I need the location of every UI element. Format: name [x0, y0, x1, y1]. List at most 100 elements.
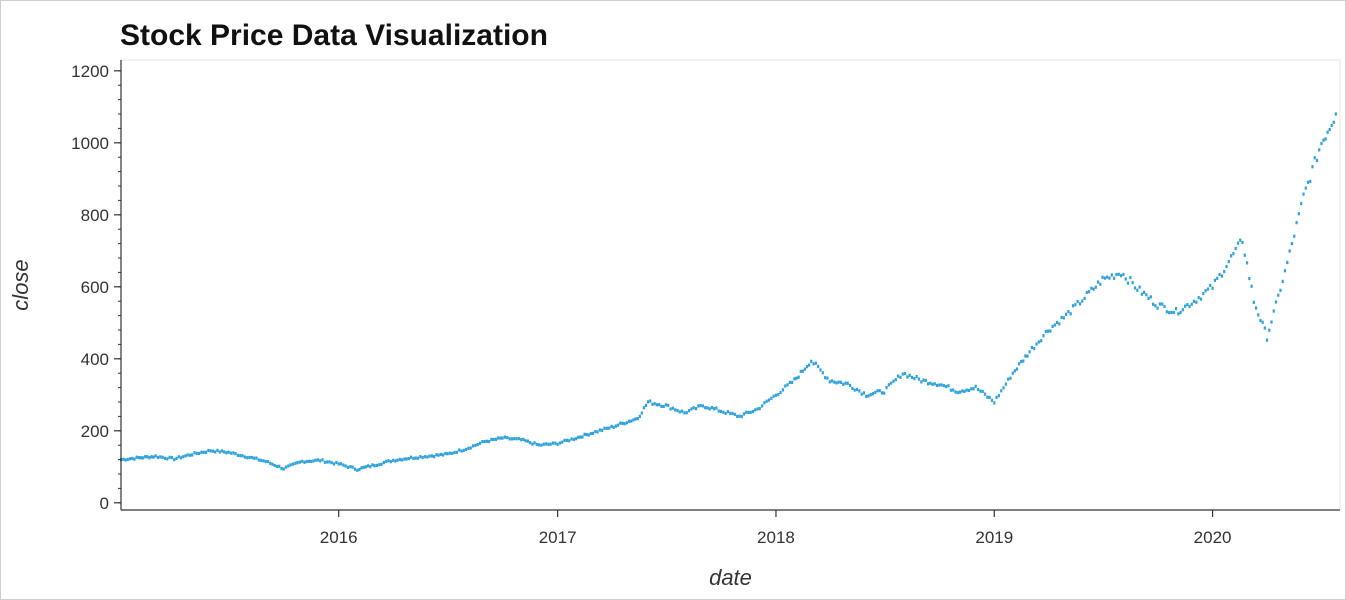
data-point [1192, 299, 1196, 303]
data-point [124, 458, 127, 462]
data-point [724, 411, 727, 416]
data-point [1250, 284, 1253, 288]
data-point [1186, 302, 1189, 307]
data-point [465, 447, 468, 452]
data-point [589, 431, 592, 436]
data-point [758, 407, 761, 411]
data-point [736, 414, 739, 419]
data-point [1067, 310, 1070, 314]
data-point [310, 459, 313, 464]
data-point [692, 406, 695, 410]
x-tick-label: 2016 [320, 528, 358, 547]
data-point [1252, 300, 1255, 304]
data-point [683, 411, 686, 415]
data-point [722, 410, 725, 414]
data-point [931, 382, 934, 386]
data-point [726, 410, 729, 414]
data-point [346, 465, 350, 470]
data-point [526, 439, 529, 443]
data-point [803, 367, 807, 371]
data-point [467, 446, 470, 450]
data-point [954, 390, 957, 394]
data-point [821, 371, 824, 375]
data-point [596, 430, 599, 434]
data-point [616, 423, 620, 427]
data-point [690, 407, 693, 411]
data-point [202, 450, 205, 454]
data-point [1277, 293, 1280, 297]
data-point [706, 406, 709, 410]
data-point [1071, 304, 1075, 308]
data-point [522, 437, 525, 441]
data-point [915, 374, 918, 379]
y-tick-label: 200 [81, 422, 109, 441]
data-point [824, 376, 827, 380]
data-point [801, 369, 804, 373]
data-point [839, 380, 843, 384]
data-point [246, 456, 249, 460]
data-point [1313, 156, 1316, 160]
data-point [678, 410, 681, 414]
data-point [1028, 350, 1031, 354]
data-point [269, 461, 272, 465]
data-point [883, 391, 886, 395]
data-point [291, 462, 295, 466]
data-point [1106, 275, 1109, 279]
data-point [1223, 269, 1226, 274]
data-point [367, 464, 370, 468]
y-tick-label: 0 [100, 494, 109, 513]
data-point [551, 441, 555, 445]
data-point [1035, 342, 1038, 346]
data-point [1177, 312, 1180, 316]
data-point [396, 458, 399, 462]
data-point [1113, 276, 1116, 280]
data-point [653, 402, 656, 406]
data-point [926, 382, 930, 386]
data-point [323, 460, 326, 464]
data-point [326, 460, 329, 464]
data-point [651, 402, 654, 406]
data-point [444, 451, 447, 456]
data-point [1328, 127, 1331, 132]
y-axis-label: close [8, 259, 33, 310]
data-point [437, 453, 440, 457]
data-point [168, 455, 171, 459]
data-point [749, 410, 752, 415]
data-point [976, 387, 980, 392]
data-point [558, 441, 562, 445]
data-point [1302, 192, 1305, 196]
data-point [273, 463, 276, 468]
data-point [394, 459, 397, 463]
data-point [1324, 137, 1327, 141]
data-point [713, 407, 716, 411]
data-point [1140, 292, 1143, 296]
data-point [448, 451, 451, 455]
data-point [294, 461, 297, 465]
data-point [779, 390, 782, 395]
data-point [369, 465, 372, 469]
data-point [1297, 212, 1300, 216]
data-point [275, 464, 279, 469]
data-point [961, 389, 964, 393]
data-point [1119, 274, 1123, 278]
data-point [419, 455, 422, 459]
data-point [515, 437, 518, 441]
data-point [1288, 249, 1291, 253]
data-point [774, 393, 778, 397]
data-point [182, 455, 185, 459]
data-point [572, 437, 575, 441]
data-point [887, 383, 890, 387]
data-point [314, 458, 317, 462]
data-point [1126, 281, 1130, 285]
data-point [777, 392, 780, 397]
data-point [1103, 276, 1106, 280]
data-point [880, 391, 884, 395]
data-point [173, 458, 176, 462]
data-point [335, 460, 338, 465]
data-point [579, 435, 582, 439]
data-point [1099, 282, 1102, 286]
data-point [634, 417, 637, 421]
data-point [625, 421, 628, 425]
data-point [239, 454, 242, 458]
data-point [232, 451, 235, 455]
